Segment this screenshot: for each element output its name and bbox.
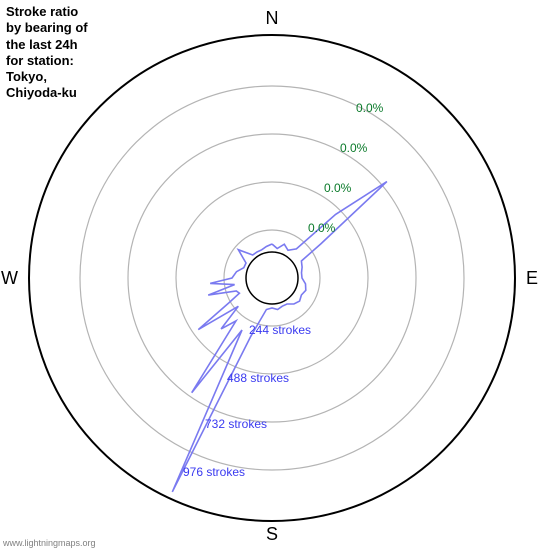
compass-e: E: [526, 268, 538, 288]
compass-s: S: [266, 524, 278, 544]
inner-mask: [246, 252, 298, 304]
ratio-label-1: 0.0%: [340, 141, 368, 155]
stroke-count-label-3: 976 strokes: [183, 465, 245, 479]
compass-n: N: [266, 8, 279, 28]
ratio-label-3: 0.0%: [308, 221, 336, 235]
ratio-label-2: 0.0%: [324, 181, 352, 195]
stroke-count-label-2: 732 strokes: [205, 417, 267, 431]
chart-title: Stroke ratio by bearing of the last 24h …: [6, 4, 88, 102]
ratio-label-0: 0.0%: [356, 101, 384, 115]
stroke-count-label-0: 244 strokes: [249, 323, 311, 337]
stroke-count-label-1: 488 strokes: [227, 371, 289, 385]
attribution-text: www.lightningmaps.org: [3, 538, 96, 548]
ratio-labels: 0.0% 0.0% 0.0% 0.0%: [308, 101, 384, 235]
compass-w: W: [1, 268, 18, 288]
stroke-count-labels: 244 strokes 488 strokes 732 strokes 976 str…: [183, 323, 311, 479]
